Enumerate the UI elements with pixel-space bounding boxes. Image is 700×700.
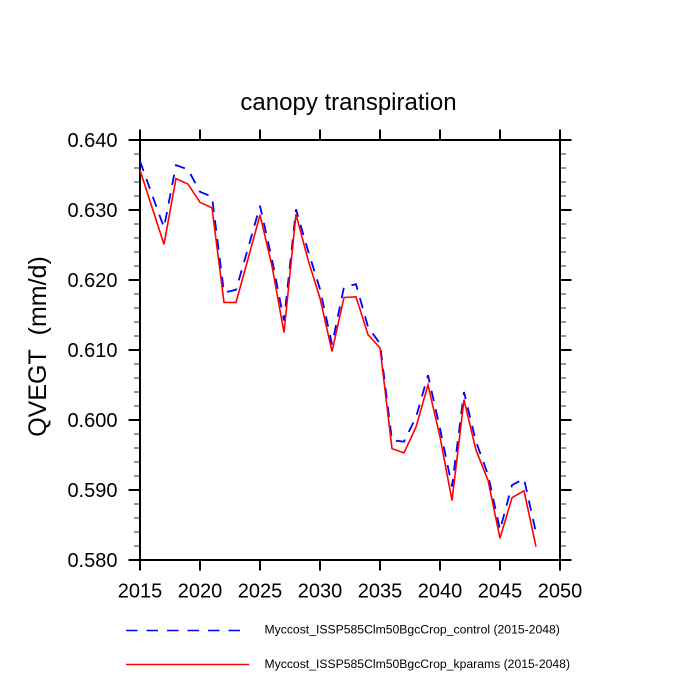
svg-text:QVEGT (mm/d): QVEGT (mm/d)	[24, 256, 52, 437]
svg-text:0.610: 0.610	[67, 340, 117, 362]
svg-text:2025: 2025	[238, 581, 283, 603]
svg-text:0.630: 0.630	[67, 200, 117, 222]
svg-text:2020: 2020	[178, 581, 223, 603]
svg-text:2040: 2040	[418, 581, 463, 603]
svg-text:0.600: 0.600	[67, 410, 117, 432]
svg-text:0.590: 0.590	[67, 480, 117, 502]
svg-text:2035: 2035	[358, 581, 403, 603]
svg-text:0.620: 0.620	[67, 270, 117, 292]
svg-text:2015: 2015	[118, 581, 163, 603]
svg-text:canopy transpiration: canopy transpiration	[240, 89, 456, 116]
svg-text:2030: 2030	[298, 581, 343, 603]
svg-text:Myccost_ISSP585Clm50BgcCrop_kp: Myccost_ISSP585Clm50BgcCrop_kparams (201…	[265, 657, 571, 671]
svg-text:2045: 2045	[478, 581, 523, 603]
svg-text:0.640: 0.640	[67, 130, 117, 152]
svg-text:0.580: 0.580	[67, 550, 117, 572]
svg-text:2050: 2050	[538, 581, 583, 603]
svg-text:Myccost_ISSP585Clm50BgcCrop_co: Myccost_ISSP585Clm50BgcCrop_control (201…	[265, 623, 560, 637]
